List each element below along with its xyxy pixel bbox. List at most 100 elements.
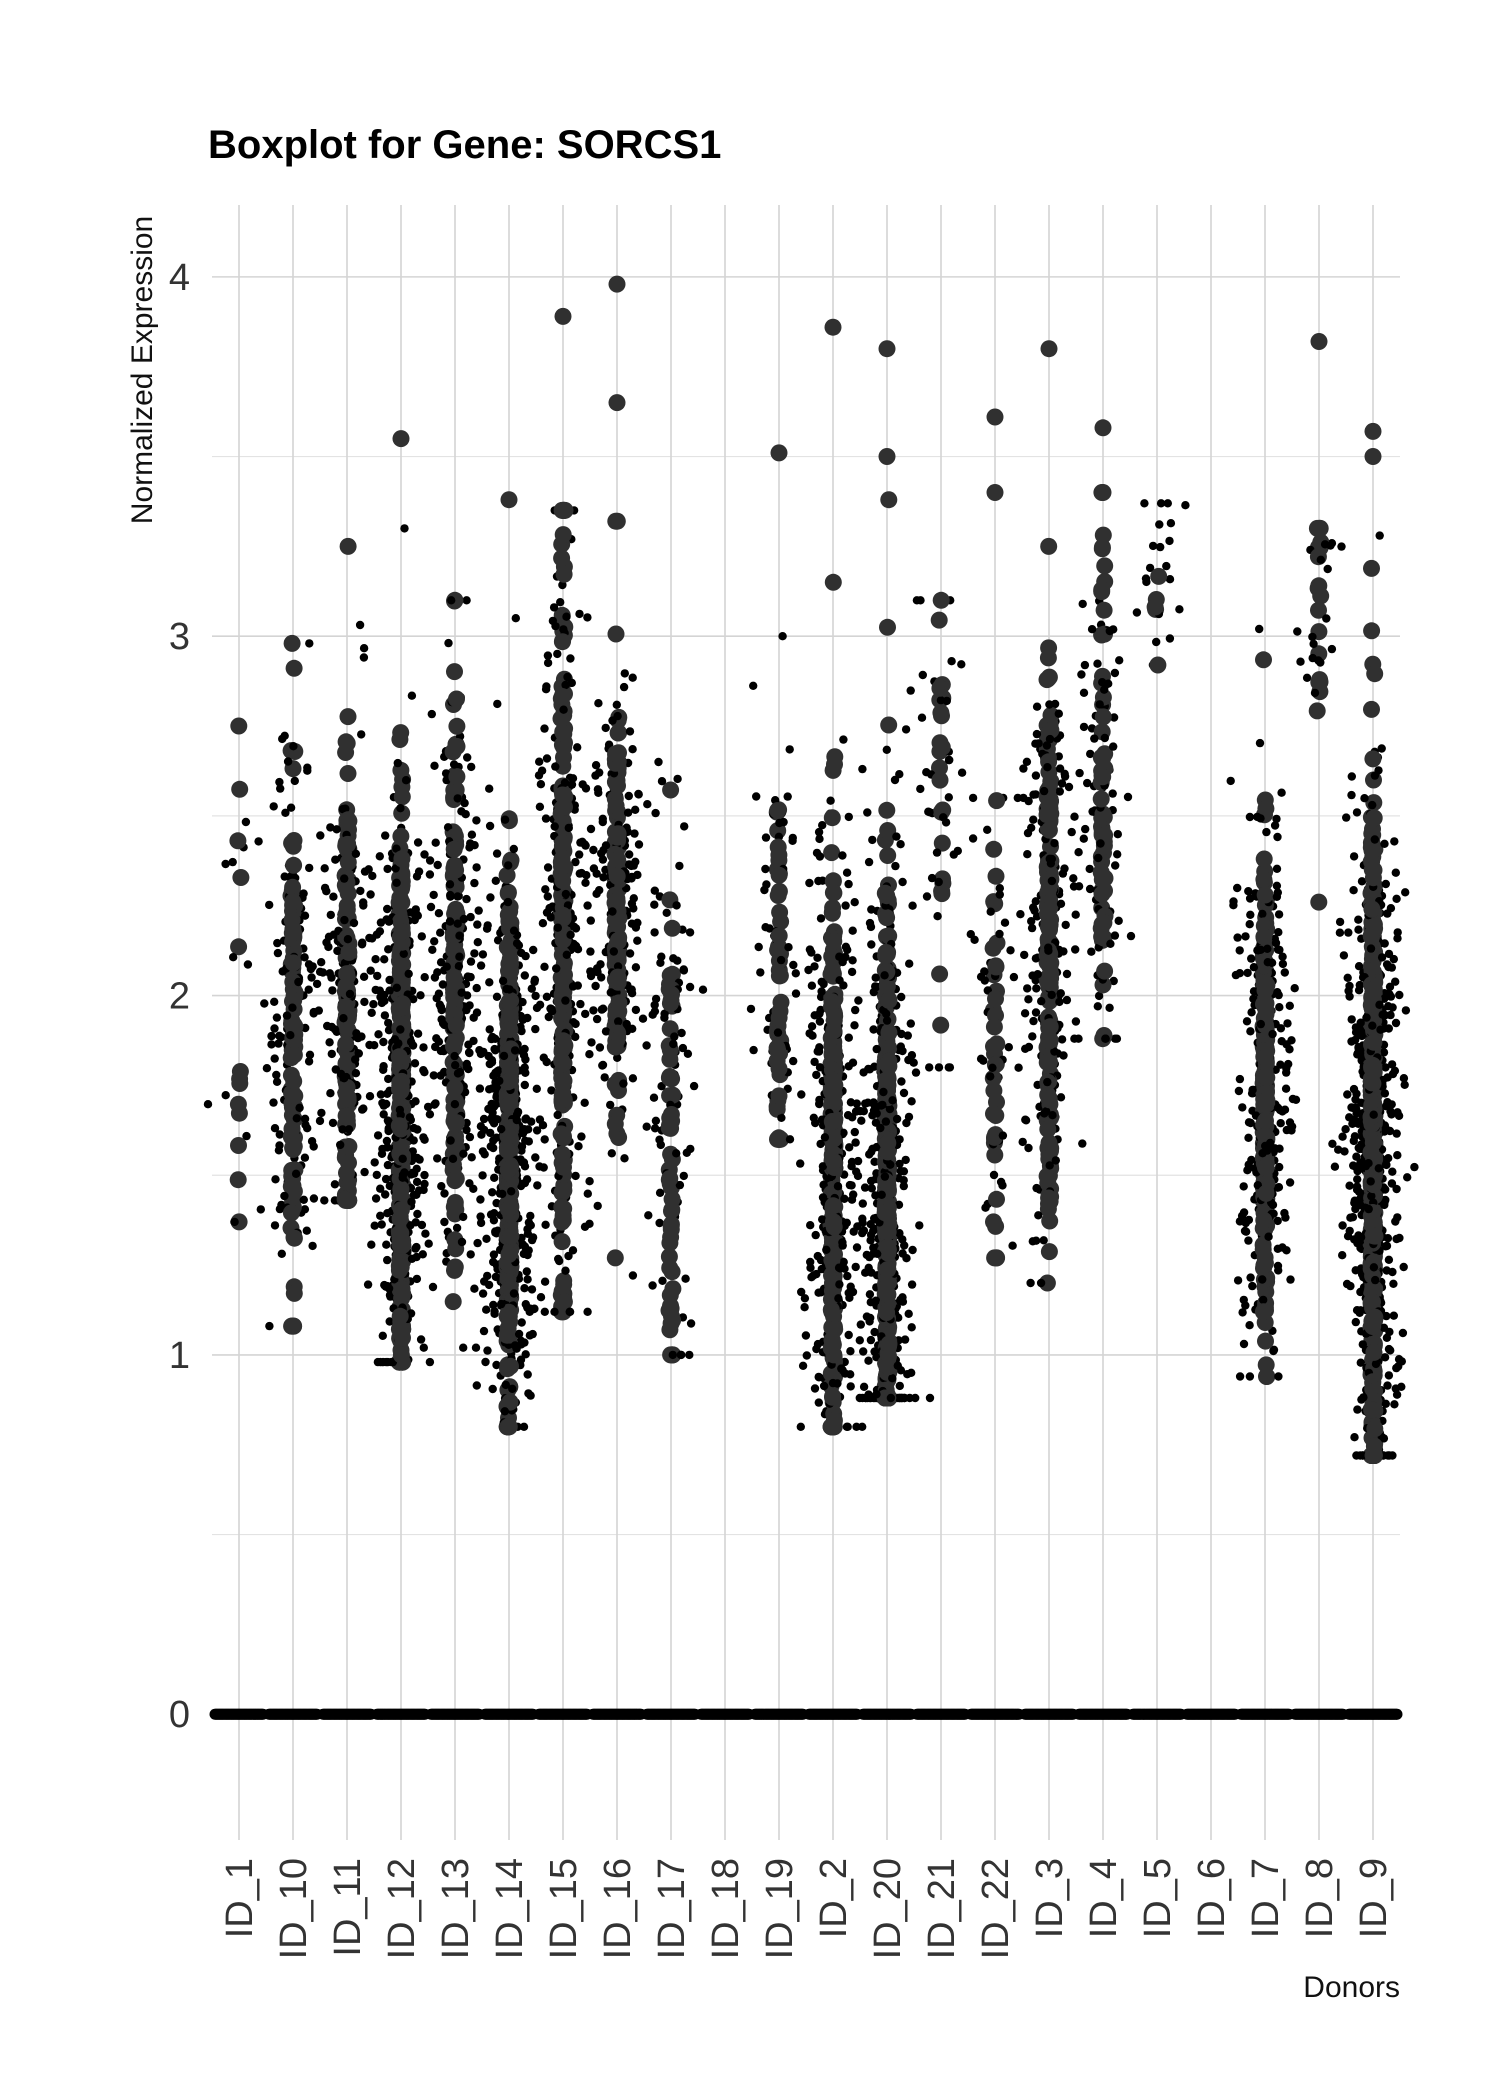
data-point: [672, 901, 681, 910]
data-point: [455, 1067, 465, 1077]
data-point: [260, 999, 269, 1008]
data-point: [650, 928, 659, 937]
data-point: [366, 890, 375, 899]
data-point: [447, 1170, 465, 1188]
data-point: [824, 1071, 841, 1089]
data-point: [327, 1049, 336, 1059]
data-point: [490, 1044, 499, 1054]
outlier-point: [824, 318, 842, 336]
data-point: [772, 993, 790, 1011]
data-point: [265, 900, 274, 910]
data-point: [343, 935, 353, 944]
data-point: [420, 973, 429, 982]
data-point: [628, 1271, 638, 1280]
data-point: [275, 777, 284, 787]
data-point: [550, 822, 559, 831]
outlier-point: [554, 307, 572, 325]
data-point: [370, 1158, 379, 1167]
data-point: [812, 1070, 821, 1080]
data-point: [385, 1317, 394, 1326]
data-point: [394, 1039, 403, 1048]
data-point: [583, 613, 592, 622]
data-point: [469, 1036, 478, 1046]
data-point: [318, 968, 328, 977]
data-point: [282, 1011, 292, 1020]
data-point: [553, 688, 571, 705]
data-point: [606, 1038, 624, 1056]
data-point: [410, 915, 419, 925]
data-point: [523, 1013, 532, 1023]
data-point: [633, 870, 642, 880]
data-point: [491, 876, 500, 885]
data-point: [284, 1177, 302, 1195]
data-point: [554, 872, 572, 890]
data-point: [542, 682, 551, 691]
data-point: [661, 1050, 679, 1068]
data-point: [305, 639, 314, 648]
data-point: [420, 1179, 429, 1189]
data-point: [623, 808, 633, 817]
data-point: [523, 1370, 532, 1379]
data-point: [416, 1335, 426, 1344]
data-point: [845, 1293, 854, 1303]
data-point: [273, 948, 283, 958]
data-point: [824, 1337, 842, 1355]
data-point: [391, 1236, 409, 1254]
data-point: [340, 812, 358, 830]
data-point: [552, 853, 570, 871]
data-point: [329, 892, 338, 901]
data-point: [359, 972, 369, 981]
data-point: [598, 1060, 608, 1070]
data-point: [448, 1154, 458, 1164]
data-point: [609, 968, 627, 986]
data-point: [322, 887, 331, 896]
data-point: [851, 1138, 860, 1147]
outlier-point: [608, 394, 626, 412]
data-point: [440, 1217, 449, 1227]
data-point: [576, 999, 585, 1009]
data-point: [270, 1054, 279, 1063]
data-point: [851, 1005, 860, 1015]
data-point: [445, 880, 455, 889]
data-point: [844, 879, 853, 889]
data-point: [504, 861, 513, 870]
data-point: [393, 850, 411, 868]
data-point: [303, 1124, 312, 1133]
data-point: [304, 1057, 314, 1066]
data-point: [549, 603, 559, 612]
data-point: [562, 612, 571, 621]
data-point: [553, 1091, 571, 1109]
data-point: [841, 942, 851, 951]
data-point: [823, 993, 841, 1011]
data-point: [221, 859, 230, 869]
data-point: [429, 1071, 438, 1080]
data-point: [470, 878, 479, 888]
data-point: [359, 653, 369, 662]
data-point: [285, 856, 303, 874]
data-point: [566, 654, 575, 663]
data-point: [663, 919, 681, 937]
data-point: [286, 1087, 304, 1105]
data-point: [371, 955, 380, 964]
data-point: [374, 1030, 383, 1039]
data-point: [452, 1223, 462, 1233]
data-point: [409, 1123, 419, 1133]
data-point: [512, 1115, 521, 1125]
data-point: [371, 1194, 381, 1203]
data-point: [292, 1114, 301, 1123]
data-point: [555, 748, 572, 766]
data-point: [459, 1343, 468, 1352]
data-point: [844, 1330, 853, 1340]
data-point: [376, 1357, 385, 1367]
data-point: [419, 1343, 428, 1352]
data-point: [262, 1064, 272, 1073]
data-point: [791, 989, 801, 998]
data-point: [608, 867, 626, 885]
data-point: [283, 1317, 301, 1335]
data-point: [770, 882, 788, 900]
data-point: [492, 992, 502, 1001]
data-point: [838, 851, 847, 860]
data-point: [649, 1093, 659, 1102]
data-point: [378, 1331, 387, 1341]
data-point: [457, 1237, 467, 1247]
